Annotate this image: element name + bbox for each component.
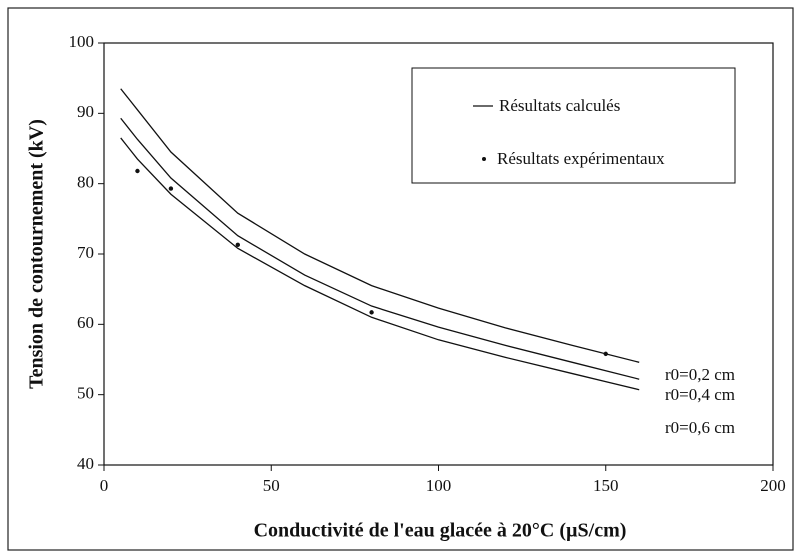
curve — [120, 137, 640, 391]
legend-dot — [482, 157, 486, 161]
x-axis-title: Conductivité de l'eau glacée à 20°C (µS/… — [254, 520, 627, 542]
y-tick-label: 60 — [77, 313, 94, 332]
frame — [7, 7, 794, 551]
data-point — [603, 351, 608, 357]
x-tick-label: 150 — [593, 476, 619, 495]
legend-label: Résultats expérimentaux — [497, 149, 665, 168]
legend-box — [411, 67, 736, 184]
curve-label: r0=0,6 cm — [665, 418, 735, 437]
curve — [120, 88, 640, 363]
y-tick-label: 100 — [69, 32, 95, 51]
x-tick-label: 200 — [760, 476, 786, 495]
x-tick-label: 100 — [426, 476, 452, 495]
y-tick-label: 90 — [77, 102, 94, 121]
data-point — [235, 242, 240, 248]
y-tick-label: 80 — [77, 173, 94, 192]
curve-label: r0=0,4 cm — [665, 385, 735, 404]
curve-label: r0=0,2 cm — [665, 365, 735, 384]
y-tick-label: 70 — [77, 243, 94, 262]
legend-label: Résultats calculés — [499, 96, 620, 115]
y-tick-label: 50 — [77, 384, 94, 403]
y-tick-label: 40 — [77, 454, 94, 473]
x-tick-label: 50 — [263, 476, 280, 495]
data-point — [168, 186, 174, 191]
curve — [120, 117, 640, 380]
x-tick-label: 0 — [100, 476, 109, 495]
y-axis-title: Tension de contournement (kV) — [26, 119, 48, 389]
data-point — [369, 310, 374, 315]
data-point — [135, 168, 140, 174]
